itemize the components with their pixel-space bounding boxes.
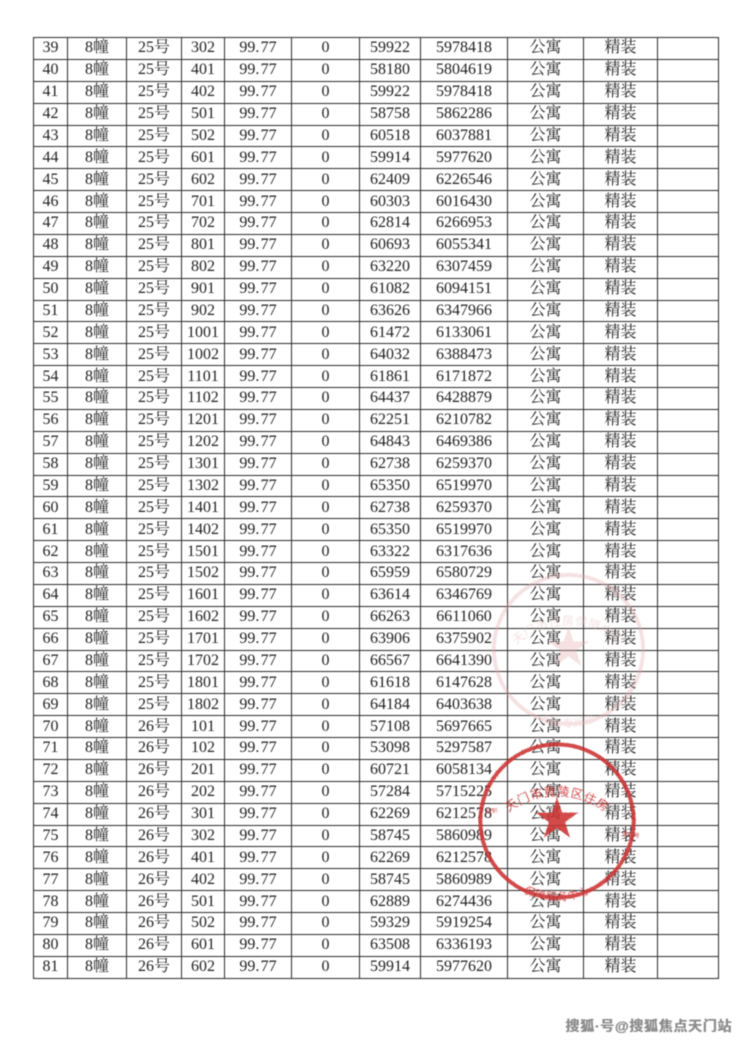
svg-text:监制: 监制 — [485, 806, 498, 816]
svg-text:保障服务中心: 保障服务中心 — [522, 883, 592, 904]
